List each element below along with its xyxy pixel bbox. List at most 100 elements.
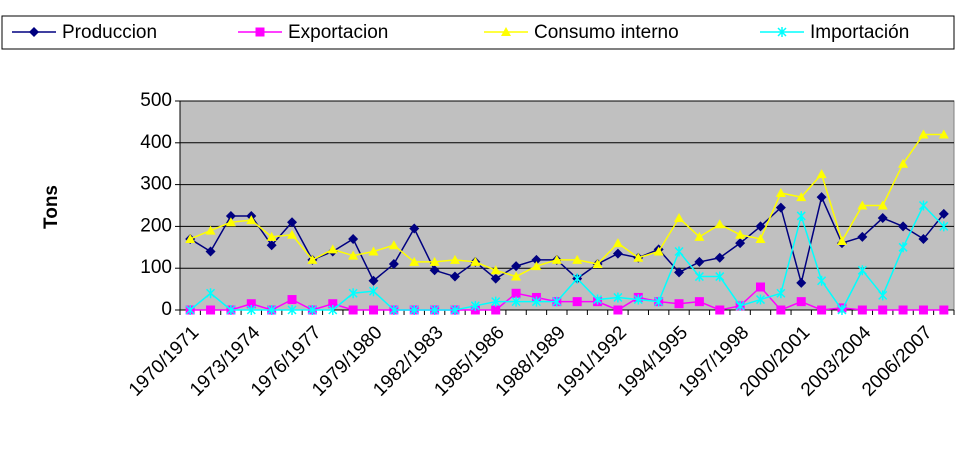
marker (531, 261, 542, 271)
marker (796, 297, 806, 307)
marker (837, 305, 847, 315)
marker (694, 256, 705, 267)
marker (267, 305, 277, 315)
marker (796, 210, 806, 221)
marker (266, 231, 277, 241)
marker (368, 246, 379, 256)
marker (551, 254, 562, 264)
marker (328, 305, 338, 315)
marker (775, 187, 786, 197)
marker (898, 221, 909, 232)
marker (938, 129, 949, 139)
series-line (189, 204, 945, 312)
marker (368, 286, 379, 297)
marker (898, 242, 908, 253)
marker (226, 305, 236, 315)
marker (450, 305, 460, 315)
marker (775, 202, 786, 213)
marker (511, 296, 521, 307)
marker (755, 294, 766, 305)
marker (938, 208, 949, 219)
marker (246, 215, 257, 225)
legend-marker (501, 27, 511, 36)
marker (836, 236, 847, 246)
marker (878, 290, 888, 301)
marker (369, 305, 378, 315)
marker (612, 238, 623, 248)
marker (491, 296, 501, 307)
marker (674, 299, 684, 309)
marker (593, 294, 603, 305)
marker (735, 238, 746, 249)
marker (470, 300, 480, 311)
marker (348, 288, 358, 299)
marker (878, 305, 888, 315)
marker (796, 192, 807, 202)
marker (287, 305, 297, 315)
marker (449, 271, 460, 282)
legend-label: Exportacion (288, 22, 388, 43)
legend-label: Importación (810, 22, 909, 43)
marker (653, 246, 664, 256)
marker (613, 292, 623, 303)
marker (307, 254, 318, 264)
marker (877, 200, 888, 210)
marker (939, 305, 949, 315)
marker (715, 305, 725, 315)
marker (857, 265, 867, 276)
marker (287, 295, 297, 305)
legend-marker (777, 27, 787, 37)
marker (613, 305, 623, 315)
marker (654, 296, 664, 307)
marker (368, 275, 379, 286)
y-tick-label: 500 (140, 90, 172, 111)
plot-area (179, 100, 955, 311)
y-tick-label: 0 (161, 299, 172, 320)
marker (756, 282, 765, 292)
marker (205, 246, 216, 257)
marker (429, 256, 440, 266)
marker (796, 277, 807, 288)
marker (857, 200, 868, 210)
marker (470, 256, 481, 266)
marker (225, 217, 236, 227)
marker (776, 288, 786, 299)
marker (185, 305, 195, 315)
marker (816, 169, 827, 179)
marker (429, 265, 440, 276)
marker (490, 273, 501, 284)
marker (612, 248, 623, 259)
marker (430, 305, 440, 315)
marker (287, 217, 298, 228)
y-axis-label: Tons (41, 185, 62, 229)
marker (409, 256, 420, 266)
marker (389, 305, 399, 315)
marker (511, 288, 521, 298)
marker (674, 213, 685, 223)
marker (246, 305, 256, 315)
marker (205, 225, 216, 235)
marker (633, 252, 644, 262)
marker (511, 271, 522, 281)
marker (552, 296, 562, 307)
marker (857, 231, 868, 242)
marker (735, 300, 745, 311)
marker (449, 254, 460, 264)
legend-label: Produccion (62, 22, 157, 43)
legend-label: Consumo interno (534, 22, 679, 43)
marker (307, 305, 317, 315)
marker (409, 223, 420, 234)
marker (388, 240, 399, 250)
marker (246, 299, 256, 309)
marker (572, 254, 583, 264)
marker (287, 229, 298, 239)
marker (674, 246, 684, 257)
marker (348, 305, 358, 315)
marker (511, 261, 522, 272)
marker (328, 299, 338, 309)
marker (714, 252, 725, 263)
legend-marker (255, 27, 265, 37)
marker (816, 192, 827, 203)
marker (918, 129, 929, 139)
marker (531, 254, 542, 265)
